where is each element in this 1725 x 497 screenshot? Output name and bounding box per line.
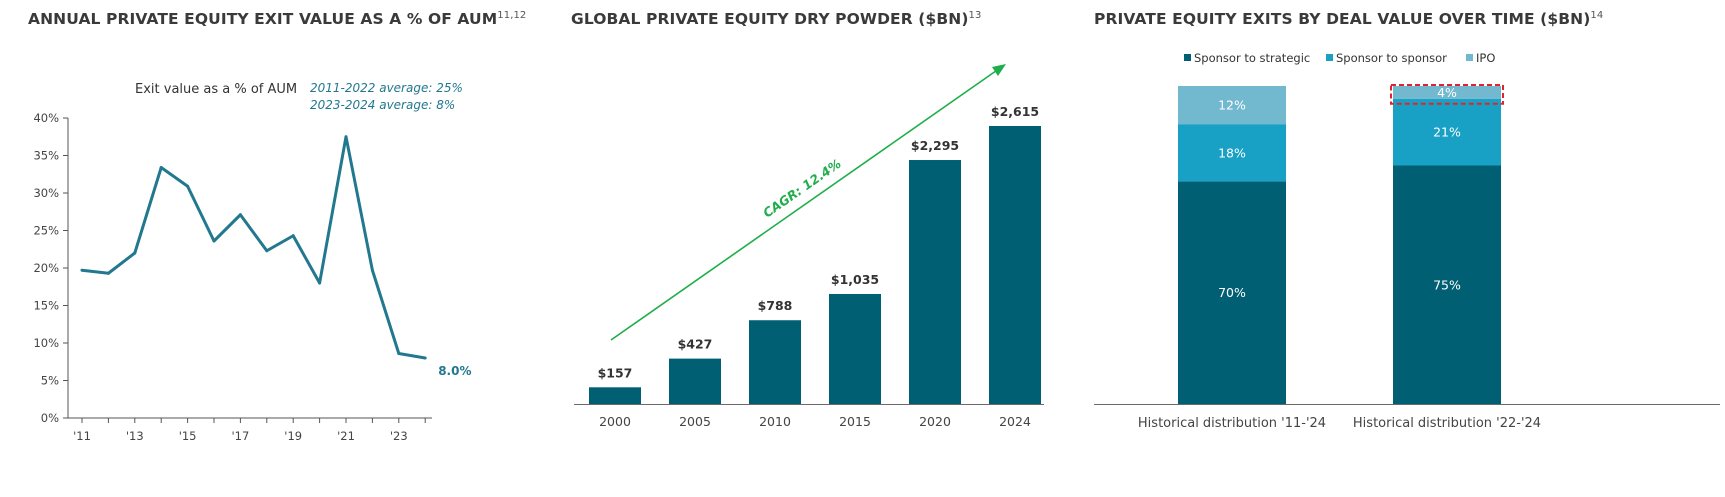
x-tick-label: 2024 <box>999 414 1031 429</box>
x-tick-label: '21 <box>337 429 355 443</box>
end-value-label: 8.0% <box>438 364 471 378</box>
data-point <box>318 281 322 285</box>
panel-title: GLOBAL PRIVATE EQUITY DRY POWDER ($BN)13 <box>571 10 981 28</box>
series-line <box>81 135 426 360</box>
data-point <box>106 271 110 275</box>
segment-label: 12% <box>1218 98 1246 113</box>
x-tick-label: '23 <box>390 429 408 443</box>
y-tick-label: 10% <box>33 336 59 350</box>
y-tick-label: 35% <box>33 149 59 163</box>
bar-value-label: $2,295 <box>911 138 959 153</box>
data-point <box>265 249 269 253</box>
bar-value-label: $2,615 <box>991 104 1039 119</box>
bar <box>989 126 1041 404</box>
panel-exit-value: ANNUAL PRIVATE EQUITY EXIT VALUE AS A % … <box>0 0 560 497</box>
y-tick-label: 0% <box>41 411 59 425</box>
cagr-arrow-line <box>610 68 999 341</box>
panel-title-text: ANNUAL PRIVATE EQUITY EXIT VALUE AS A % … <box>28 10 498 29</box>
segment-label: 75% <box>1433 277 1461 292</box>
segment-label: 70% <box>1218 285 1246 300</box>
dry-powder-bar-chart: $157 2000 $427 2005 $788 2010 $1,035 2015 $2,295… <box>574 64 1044 429</box>
segment-label: 18% <box>1218 145 1246 160</box>
exits-stacked-bar-chart: Sponsor to strategic Sponsor to sponsor IP… <box>1094 51 1720 431</box>
data-point <box>186 184 190 188</box>
bar <box>589 387 641 404</box>
panel-title: ANNUAL PRIVATE EQUITY EXIT VALUE AS A % … <box>28 10 526 28</box>
x-tick-label: 2000 <box>599 414 631 429</box>
legend-label: IPO <box>1476 51 1495 65</box>
x-tick-label: 2020 <box>919 414 951 429</box>
y-tick-label: 5% <box>41 374 59 388</box>
data-point <box>80 268 84 272</box>
y-tick-label: 25% <box>33 224 59 238</box>
data-point <box>133 251 137 255</box>
data-point <box>212 239 216 243</box>
stack-segment <box>1178 181 1286 404</box>
legend-label: Sponsor to strategic <box>1194 51 1310 65</box>
panel-title-text: GLOBAL PRIVATE EQUITY DRY POWDER ($BN) <box>571 10 969 29</box>
panel-exits-by-deal-value: PRIVATE EQUITY EXITS BY DEAL VALUE OVER … <box>1080 0 1725 497</box>
x-tick-label: '15 <box>179 429 197 443</box>
footnote-ref: 14 <box>1590 10 1604 21</box>
data-point <box>238 213 242 217</box>
legend-swatch <box>1326 54 1333 61</box>
x-tick-label: 2010 <box>759 414 791 429</box>
exit-value-line-chart: 0% 5% 10% 15% 20% 25% 30% 35% 40% '11 '13 '15 '17 '19… <box>33 81 471 443</box>
stack-segment <box>1178 86 1286 125</box>
highlight-box <box>1390 84 1504 105</box>
bar-value-label: $427 <box>678 337 713 352</box>
x-tick-label: '13 <box>126 429 144 443</box>
y-tick-label: 40% <box>33 111 59 125</box>
x-tick-label: '17 <box>232 429 250 443</box>
stack-segment <box>1178 124 1286 182</box>
x-tick-label: 2015 <box>839 414 871 429</box>
bar-value-label: $157 <box>598 365 633 380</box>
bar <box>909 160 961 404</box>
panel-title: PRIVATE EQUITY EXITS BY DEAL VALUE OVER … <box>1094 10 1603 28</box>
legend-swatch <box>1184 54 1191 61</box>
stack-segment <box>1393 86 1501 99</box>
x-tick-label: '11 <box>73 429 91 443</box>
data-point <box>291 234 295 238</box>
y-tick-label: 20% <box>33 261 59 275</box>
data-point <box>159 166 163 169</box>
cagr-label: CAGR: 12.4% <box>760 156 844 221</box>
bar-value-label: $788 <box>758 298 793 313</box>
x-tick-label: Historical distribution '11-'24 <box>1138 416 1326 431</box>
data-point <box>423 356 427 360</box>
legend-label: Sponsor to sponsor <box>1336 51 1447 65</box>
footnote-ref: 13 <box>968 10 982 21</box>
y-tick-label: 30% <box>33 186 59 200</box>
data-point <box>397 352 401 355</box>
average-annotation: 2023-2024 average: 8% <box>310 98 455 112</box>
series-label: Exit value as a % of AUM <box>135 82 297 97</box>
legend-swatch <box>1466 54 1473 61</box>
x-tick-label: 2005 <box>679 414 711 429</box>
y-tick-label: 15% <box>33 299 59 313</box>
average-annotation: 2011-2022 average: 25% <box>310 81 463 95</box>
x-tick-label: '19 <box>284 429 302 443</box>
panel-dry-powder: GLOBAL PRIVATE EQUITY DRY POWDER ($BN)13… <box>560 0 1080 497</box>
cagr-arrow-head <box>992 64 1006 76</box>
stack-segment <box>1393 165 1501 404</box>
bar-value-label: $1,035 <box>831 272 879 287</box>
bar <box>669 358 721 404</box>
data-point <box>344 135 348 139</box>
segment-label: 4% <box>1437 85 1457 100</box>
stack-segment <box>1393 98 1501 166</box>
bar <box>749 320 801 404</box>
x-tick-label: Historical distribution '22-'24 <box>1353 416 1541 431</box>
panel-title-text: PRIVATE EQUITY EXITS BY DEAL VALUE OVER … <box>1094 10 1591 29</box>
segment-label: 21% <box>1433 125 1461 140</box>
bar <box>829 293 881 404</box>
footnote-ref: 11,12 <box>497 10 527 21</box>
data-point <box>370 268 374 272</box>
